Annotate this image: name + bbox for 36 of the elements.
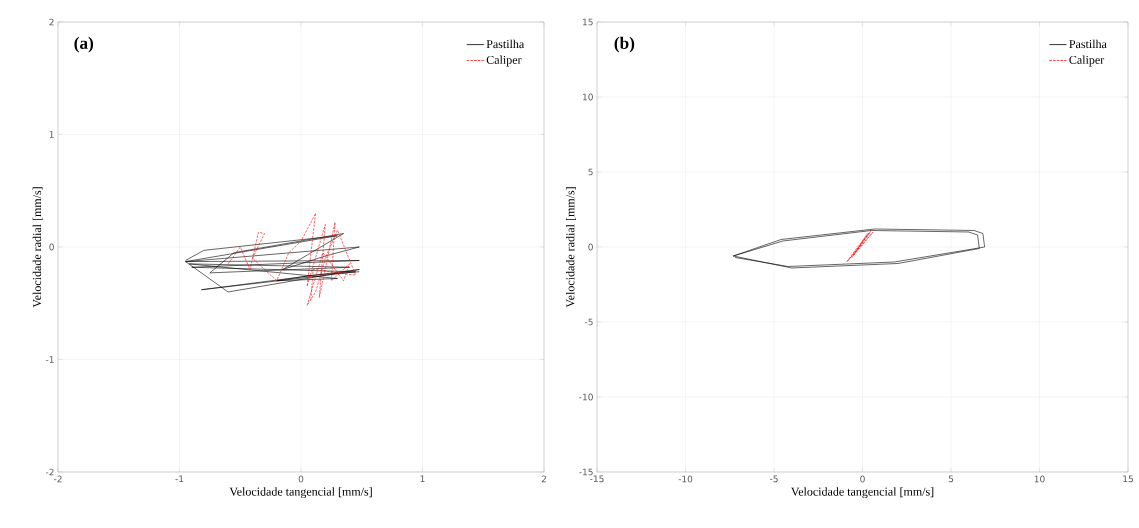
y-tick-label: 0 bbox=[588, 243, 593, 251]
x-axis-title: Velocidade tangencial [mm/s] bbox=[229, 487, 372, 499]
x-tick-label: -1 bbox=[175, 475, 184, 483]
x-tick-label: 2 bbox=[541, 475, 546, 483]
y-tick-label: 10 bbox=[583, 93, 593, 101]
y-tick-label: -1 bbox=[45, 356, 54, 363]
y-tick-label: 0 bbox=[49, 243, 54, 251]
y-tick-label: -15 bbox=[579, 468, 593, 476]
y-tick-label: -10 bbox=[579, 393, 593, 401]
x-tick-label: -5 bbox=[769, 475, 778, 483]
x-tick-label: -10 bbox=[678, 475, 693, 483]
x-axis-title: Velocidade tangencial [mm/s] bbox=[791, 487, 934, 499]
legend-label: Caliper bbox=[1069, 55, 1105, 67]
x-tick-label: 0 bbox=[298, 475, 304, 483]
legend-label: Pastilha bbox=[1069, 39, 1107, 49]
line-series bbox=[733, 228, 985, 269]
x-tick-label: 1 bbox=[420, 475, 425, 483]
x-tick-label: 5 bbox=[948, 475, 954, 483]
y-tick-label: 1 bbox=[49, 131, 54, 138]
line-series bbox=[846, 230, 874, 263]
y-tick-label: -2 bbox=[45, 468, 54, 476]
line-series bbox=[185, 233, 360, 293]
y-tick-label: 5 bbox=[588, 168, 593, 176]
annotation: (b) bbox=[614, 36, 635, 53]
x-tick-label: 0 bbox=[860, 475, 865, 483]
y-tick-label: 2 bbox=[49, 18, 54, 26]
legend-label: Pastilha bbox=[486, 39, 525, 49]
line-series bbox=[227, 212, 356, 306]
y-axis-title: Velocidade radial [mm/s] bbox=[565, 187, 576, 308]
y-tick-label: 15 bbox=[583, 18, 593, 26]
annotation: (a) bbox=[74, 36, 94, 53]
x-tick-label: 10 bbox=[1034, 475, 1045, 483]
y-axis-title: Velocidade radial [mm/s] bbox=[32, 187, 43, 308]
legend-label: Caliper bbox=[486, 55, 522, 67]
x-tick-label: 15 bbox=[1123, 475, 1133, 483]
y-tick-label: -5 bbox=[584, 318, 593, 326]
